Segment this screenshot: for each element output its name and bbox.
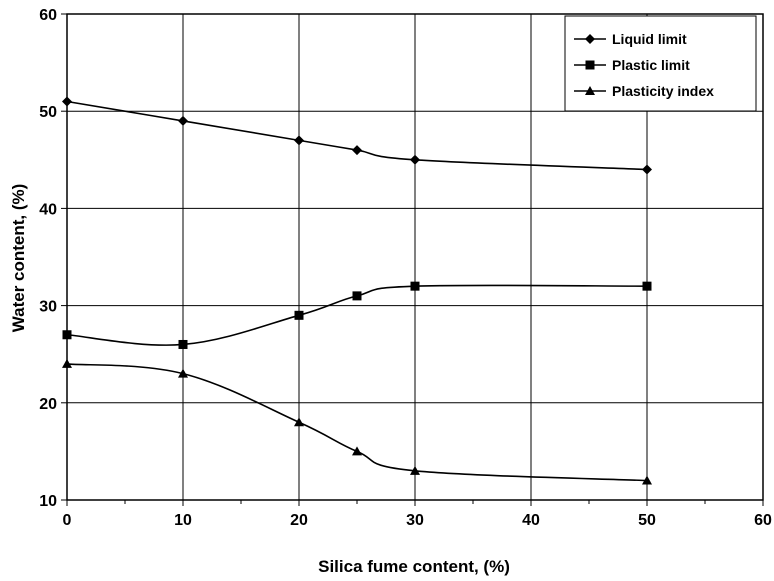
x-tick-label: 60 bbox=[754, 512, 772, 529]
data-point-plastic-limit bbox=[294, 310, 304, 320]
data-point-liquid-limit bbox=[642, 164, 652, 175]
data-point-plastic-limit bbox=[352, 291, 362, 301]
data-point-plasticity-index bbox=[178, 368, 188, 378]
legend-box bbox=[564, 15, 757, 112]
data-point-plasticity-index bbox=[294, 417, 304, 427]
x-tick-label: 50 bbox=[638, 512, 656, 529]
y-tick-label: 20 bbox=[39, 396, 57, 413]
series-liquid-limit bbox=[62, 96, 652, 175]
legend-label: Plastic limit bbox=[612, 57, 690, 73]
legend: Liquid limit Plastic limit Plasticity inde… bbox=[564, 15, 757, 112]
axis-ticks: 0 10 20 30 40 50 60 10 20 30 40 50 60 bbox=[39, 7, 772, 529]
legend-marker bbox=[585, 60, 595, 70]
data-point-liquid-limit bbox=[410, 154, 420, 165]
data-point-plasticity-index bbox=[352, 446, 362, 456]
x-tick-label: 0 bbox=[63, 512, 72, 529]
series-line-plastic-limit bbox=[66, 284, 648, 346]
data-point-plasticity-index bbox=[642, 475, 652, 485]
legend-item-plasticity-index: Plasticity index bbox=[574, 83, 714, 99]
data-point-liquid-limit bbox=[178, 115, 188, 126]
data-point-plasticity-index bbox=[410, 465, 420, 475]
x-tick-label: 20 bbox=[290, 512, 308, 529]
series-plastic-limit bbox=[62, 281, 652, 349]
x-tick-label: 10 bbox=[174, 512, 192, 529]
series-group bbox=[62, 96, 652, 485]
series-plasticity-index bbox=[62, 358, 652, 485]
legend-marker bbox=[585, 34, 595, 44]
legend-label: Plasticity index bbox=[612, 83, 714, 99]
x-tick-label: 40 bbox=[522, 512, 540, 529]
data-point-liquid-limit bbox=[294, 135, 304, 146]
y-tick-label: 30 bbox=[39, 299, 57, 316]
data-point-liquid-limit bbox=[352, 145, 362, 156]
y-axis-title: Water content, (%) bbox=[9, 184, 28, 333]
data-point-liquid-limit bbox=[62, 96, 72, 107]
y-tick-label: 40 bbox=[39, 201, 57, 218]
legend-item-liquid-limit: Liquid limit bbox=[574, 31, 687, 47]
legend-label: Liquid limit bbox=[612, 31, 687, 47]
legend-item-plastic-limit: Plastic limit bbox=[574, 57, 690, 73]
x-tick-label: 30 bbox=[406, 512, 424, 529]
y-tick-label: 60 bbox=[39, 7, 57, 24]
legend-marker bbox=[585, 86, 595, 95]
series-line-liquid-limit bbox=[66, 100, 648, 171]
data-point-plasticity-index bbox=[62, 358, 72, 368]
data-point-plastic-limit bbox=[178, 339, 188, 349]
series-line-plasticity-index bbox=[66, 363, 648, 482]
x-axis-title: Silica fume content, (%) bbox=[318, 557, 510, 576]
data-point-plastic-limit bbox=[642, 281, 652, 291]
data-point-plastic-limit bbox=[62, 330, 72, 340]
y-tick-label: 50 bbox=[39, 104, 57, 121]
y-tick-label: 10 bbox=[39, 493, 57, 510]
data-point-plastic-limit bbox=[410, 281, 420, 291]
